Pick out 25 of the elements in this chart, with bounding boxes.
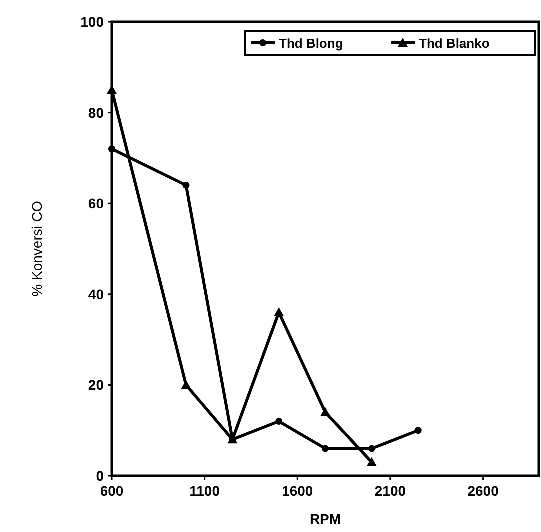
point [414,427,422,434]
point [320,407,330,416]
point [322,445,329,452]
point [274,308,284,317]
y-axis-title: % Konversi CO [29,201,45,297]
legend-label: Thd Blanko [419,36,490,51]
x-tick-label: 600 [100,483,124,499]
x-tick-label: 2100 [374,483,406,499]
legend-label: Thd Blong [279,36,344,51]
point [366,457,377,466]
point [108,146,116,153]
point [182,182,190,189]
y-tick-label: 80 [88,104,104,121]
x-tick-label: 2600 [468,483,500,499]
y-tick-label: 60 [88,196,104,212]
y-tick-label: 40 [88,286,104,302]
point [276,418,283,426]
y-tick-label: 20 [88,377,104,394]
x-axis-title: RPM [310,511,342,527]
y-tick-label: 100 [80,14,104,30]
point [181,380,192,390]
y-tick-label: 0 [96,468,104,484]
x-tick-label: 1600 [282,483,314,499]
point [368,445,376,452]
x-tick-label: 1100 [190,483,220,499]
